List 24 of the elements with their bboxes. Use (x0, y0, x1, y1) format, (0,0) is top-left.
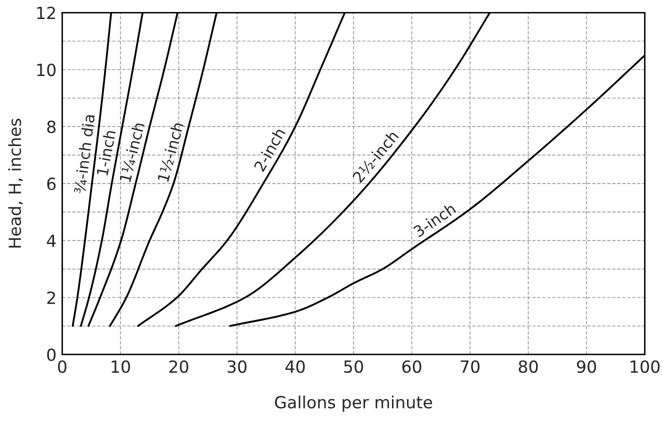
x-tick-label: 0 (58, 360, 66, 373)
y-tick-label: 4 (46, 234, 56, 247)
y-tick-label: 2 (47, 291, 56, 304)
y-axis-title: Head, H, inches (8, 118, 23, 248)
y-tick-label: 12 (37, 6, 56, 19)
y-tick-label: 10 (37, 64, 56, 76)
text: 1-inch (96, 130, 116, 176)
text: ¾-inch dia (74, 114, 95, 194)
x-tick-label: 50 (344, 360, 364, 373)
x-axis-title: Gallons per minute (275, 396, 432, 412)
x-tick-label: 100 (630, 360, 660, 373)
x-tick-label: 10 (112, 360, 130, 373)
x-tick-label: 20 (169, 360, 188, 373)
x-tick-label: 30 (228, 360, 246, 373)
y-tick-label: 6 (47, 178, 56, 190)
x-tick-label: 60 (402, 360, 422, 373)
y-tick-label: 8 (47, 120, 56, 134)
y-tick-label: 0 (47, 348, 56, 362)
x-tick-label: 90 (576, 360, 596, 373)
x-tick-label: 70 (460, 360, 480, 373)
x-tick-label: 40 (285, 360, 305, 373)
text: 1½-inch (156, 122, 184, 182)
x-tick-label: 80 (518, 360, 538, 373)
text: 1¼-inch (119, 122, 145, 182)
